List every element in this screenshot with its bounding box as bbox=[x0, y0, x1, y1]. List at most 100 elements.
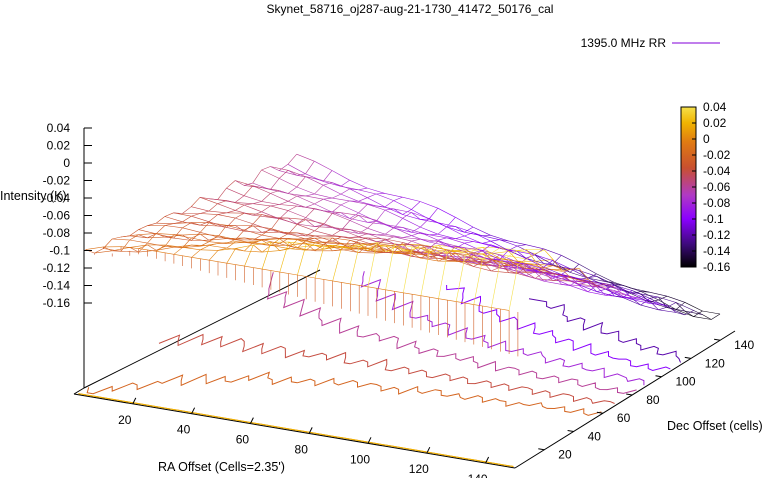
surface-line bbox=[226, 227, 245, 232]
surface-line bbox=[596, 276, 615, 285]
surface-line bbox=[376, 193, 385, 195]
surface-line bbox=[323, 210, 333, 213]
surface-line bbox=[288, 248, 307, 251]
surface-line bbox=[261, 193, 271, 202]
surface-line bbox=[287, 170, 306, 177]
surface-line bbox=[332, 237, 351, 241]
surface-line bbox=[305, 219, 315, 227]
surface-line bbox=[500, 255, 510, 262]
surface-line bbox=[455, 258, 465, 261]
legend: 1395.0 MHz RR bbox=[581, 36, 720, 50]
surface-line bbox=[200, 224, 218, 227]
colorbar-tick-label: -0.06 bbox=[703, 180, 731, 194]
surface-line bbox=[411, 256, 430, 259]
surface-line bbox=[640, 291, 650, 293]
x-tick-label: 40 bbox=[177, 423, 191, 437]
surface-line bbox=[543, 272, 554, 281]
y-tick-mark bbox=[626, 393, 633, 396]
surface-line bbox=[103, 238, 113, 249]
surface-line bbox=[350, 246, 360, 249]
surface-line bbox=[640, 291, 659, 301]
surface-line bbox=[544, 249, 554, 260]
surface-line bbox=[305, 176, 324, 186]
surface-line bbox=[208, 235, 219, 242]
x-tick-mark bbox=[367, 437, 372, 444]
surface-line bbox=[367, 245, 386, 249]
surface-line bbox=[235, 244, 254, 249]
surface-line bbox=[482, 252, 492, 259]
surface-line bbox=[279, 231, 289, 235]
surface-line bbox=[340, 200, 350, 206]
surface-line bbox=[156, 244, 166, 252]
surface-line bbox=[191, 244, 201, 247]
surface-line bbox=[525, 244, 544, 250]
surface-line bbox=[288, 239, 298, 249]
surface-line bbox=[667, 295, 685, 303]
surface-line bbox=[570, 280, 580, 285]
surface-line bbox=[447, 246, 457, 253]
surface-line bbox=[226, 200, 236, 203]
surface-line bbox=[526, 266, 536, 273]
surface-line bbox=[385, 224, 403, 228]
surface-line bbox=[455, 253, 474, 256]
surface-line bbox=[314, 244, 324, 250]
surface-line bbox=[367, 227, 386, 235]
surface-line bbox=[279, 218, 298, 225]
surface-line bbox=[287, 154, 297, 165]
surface-line bbox=[614, 290, 624, 298]
surface-line bbox=[632, 299, 650, 304]
surface-line bbox=[138, 244, 148, 249]
surface-line bbox=[253, 243, 271, 246]
surface-line bbox=[543, 266, 562, 275]
surface-line bbox=[120, 239, 130, 252]
surface-line bbox=[578, 284, 597, 292]
colorbar-tick-label: -0.1 bbox=[703, 212, 724, 226]
surface-line bbox=[376, 244, 386, 247]
surface-line bbox=[631, 288, 650, 293]
surface-line bbox=[226, 238, 236, 241]
surface-line bbox=[411, 253, 421, 259]
surface-line bbox=[490, 239, 500, 242]
surface-line bbox=[182, 247, 201, 251]
surface-line bbox=[614, 289, 624, 294]
surface-line bbox=[262, 250, 280, 253]
surface-line bbox=[129, 235, 148, 239]
surface-line bbox=[508, 250, 527, 259]
surface-line bbox=[270, 189, 289, 194]
surface-line bbox=[393, 218, 403, 229]
surface-line bbox=[464, 261, 483, 266]
surface-line bbox=[561, 266, 571, 273]
surface-line bbox=[455, 255, 466, 302]
contour-line bbox=[86, 371, 602, 416]
surface-line bbox=[173, 221, 183, 224]
surface-line bbox=[296, 224, 315, 232]
legend-label: 1395.0 MHz RR bbox=[581, 36, 667, 50]
z-tick-label: 0 bbox=[63, 156, 70, 170]
surface-line bbox=[173, 237, 192, 241]
contour-line bbox=[360, 271, 645, 386]
surface-line bbox=[261, 187, 271, 190]
surface-line bbox=[375, 193, 394, 201]
surface-line bbox=[226, 241, 236, 249]
surface-line bbox=[244, 242, 254, 244]
surface-line bbox=[261, 242, 272, 270]
surface-line bbox=[473, 249, 483, 254]
surface-line bbox=[200, 241, 210, 247]
surface-line bbox=[543, 271, 553, 277]
surface-line bbox=[500, 247, 510, 252]
surface-line bbox=[676, 312, 685, 316]
surface-line bbox=[570, 268, 588, 279]
surface-line bbox=[261, 205, 271, 213]
surface-line bbox=[358, 187, 368, 191]
surface-line bbox=[411, 244, 421, 253]
surface-line bbox=[658, 295, 668, 301]
surface-line bbox=[428, 208, 439, 220]
surface-line bbox=[446, 226, 465, 237]
surface-line bbox=[331, 193, 342, 199]
surface-line bbox=[517, 261, 527, 265]
surface-line bbox=[429, 234, 447, 239]
surface-line bbox=[305, 161, 315, 174]
surface-line bbox=[552, 273, 562, 276]
surface-line bbox=[403, 246, 413, 293]
surface-line bbox=[481, 244, 492, 252]
